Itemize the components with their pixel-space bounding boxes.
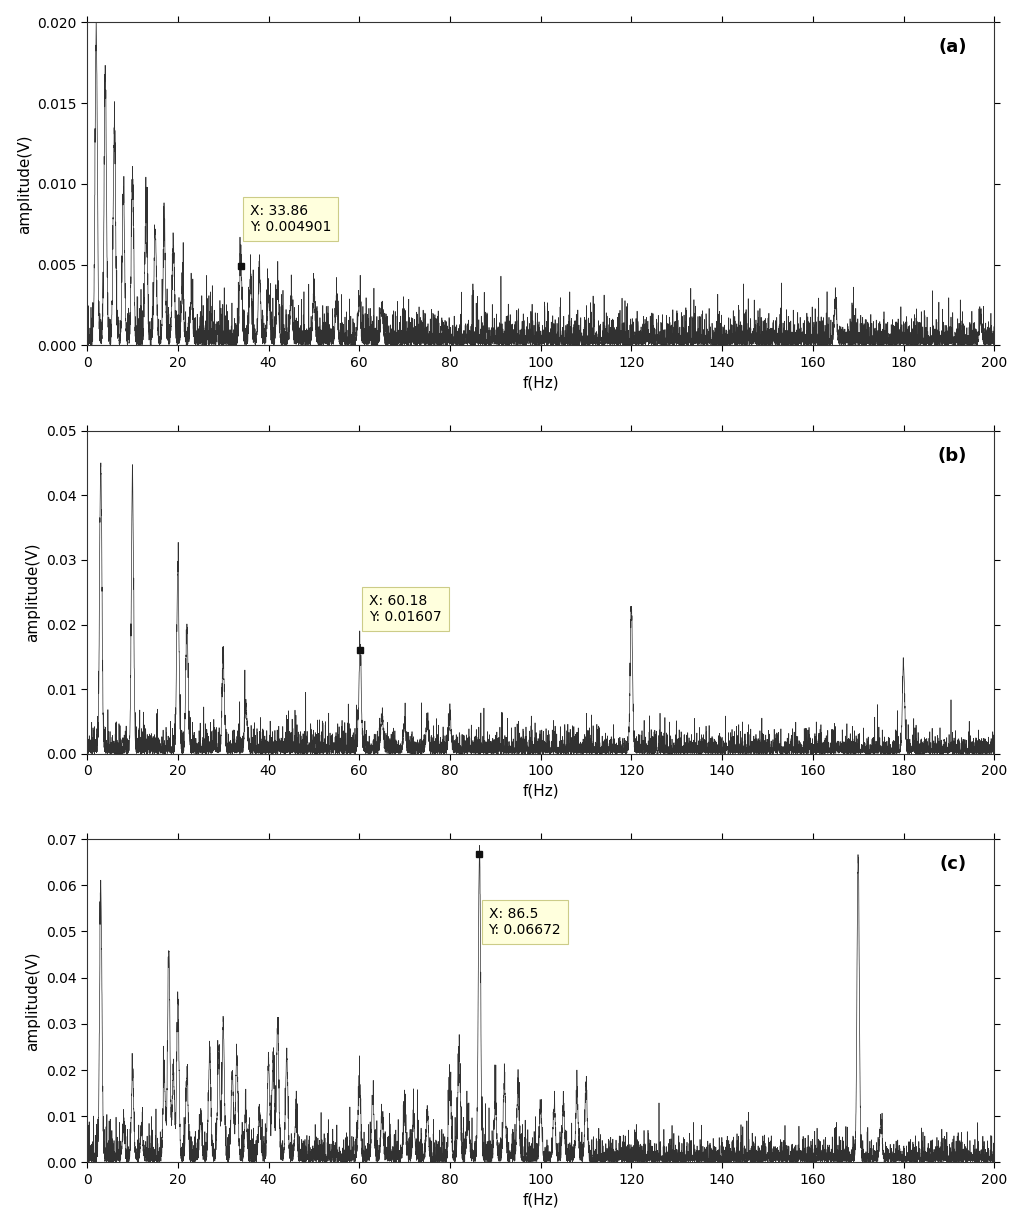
X-axis label: f(Hz): f(Hz)	[522, 376, 559, 390]
Y-axis label: amplitude(V): amplitude(V)	[26, 951, 40, 1050]
X-axis label: f(Hz): f(Hz)	[522, 1192, 559, 1207]
Text: X: 33.86
Y: 0.004901: X: 33.86 Y: 0.004901	[250, 203, 331, 234]
Text: (c): (c)	[940, 856, 967, 873]
Text: X: 60.18
Y: 0.01607: X: 60.18 Y: 0.01607	[369, 594, 441, 624]
Text: (a): (a)	[939, 38, 967, 56]
X-axis label: f(Hz): f(Hz)	[522, 783, 559, 799]
Text: X: 86.5
Y: 0.06672: X: 86.5 Y: 0.06672	[488, 907, 561, 938]
Y-axis label: amplitude(V): amplitude(V)	[16, 135, 32, 234]
Text: (b): (b)	[938, 447, 967, 465]
Y-axis label: amplitude(V): amplitude(V)	[26, 542, 40, 643]
